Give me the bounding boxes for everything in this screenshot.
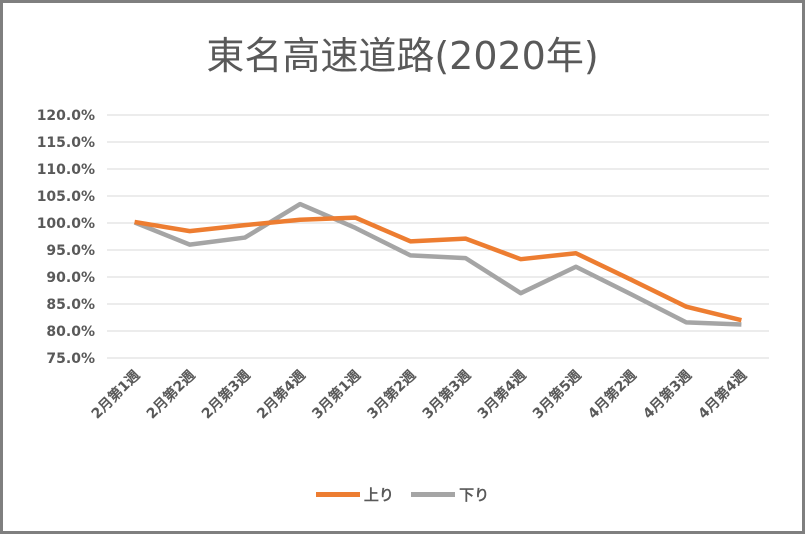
legend-item: 下り: [411, 484, 489, 505]
y-tick-label: 115.0%: [37, 135, 95, 151]
legend-swatch: [411, 492, 456, 497]
x-tick-label: 3月第1週: [309, 367, 364, 422]
x-tick-label: 3月第2週: [364, 367, 419, 422]
x-tick-label: 4月第3週: [640, 367, 695, 422]
x-tick-label: 2月第1週: [88, 367, 143, 422]
y-tick-label: 105.0%: [37, 189, 95, 205]
y-tick-label: 85.0%: [46, 297, 95, 313]
y-tick-label: 90.0%: [46, 270, 95, 286]
chart-title: 東名高速道路(2020年): [206, 34, 599, 78]
x-tick-label: 3月第4週: [474, 367, 529, 422]
y-tick-label: 95.0%: [46, 243, 95, 259]
y-tick-label: 120.0%: [37, 108, 95, 124]
plot-area: 75.0% 80.0% 85.0% 90.0% 95.0% 100.0% 105.0% 110…: [37, 108, 769, 422]
y-tick-label: 75.0%: [46, 351, 95, 367]
legend-label: 下り: [459, 486, 490, 504]
legend: 上り 下り: [3, 483, 802, 505]
x-tick-label: 4月第2週: [584, 367, 639, 422]
legend-label: 上り: [363, 486, 394, 504]
series-line-下り: [133, 201, 742, 327]
series-line-上り: [134, 215, 742, 323]
x-tick-label: 4月第4週: [695, 367, 750, 422]
legend-swatch: [315, 492, 360, 497]
x-tick-label: 3月第5週: [529, 367, 584, 422]
x-tick-label: 2月第2週: [143, 367, 198, 422]
x-tick-label: 3月第3週: [419, 367, 474, 422]
y-tick-label: 100.0%: [37, 216, 95, 232]
y-tick-label: 80.0%: [46, 324, 95, 340]
x-tick-label: 2月第3週: [198, 367, 253, 422]
y-tick-label: 110.0%: [37, 162, 95, 178]
x-tick-label: 2月第4週: [253, 367, 308, 422]
legend-item: 上り: [315, 484, 394, 505]
